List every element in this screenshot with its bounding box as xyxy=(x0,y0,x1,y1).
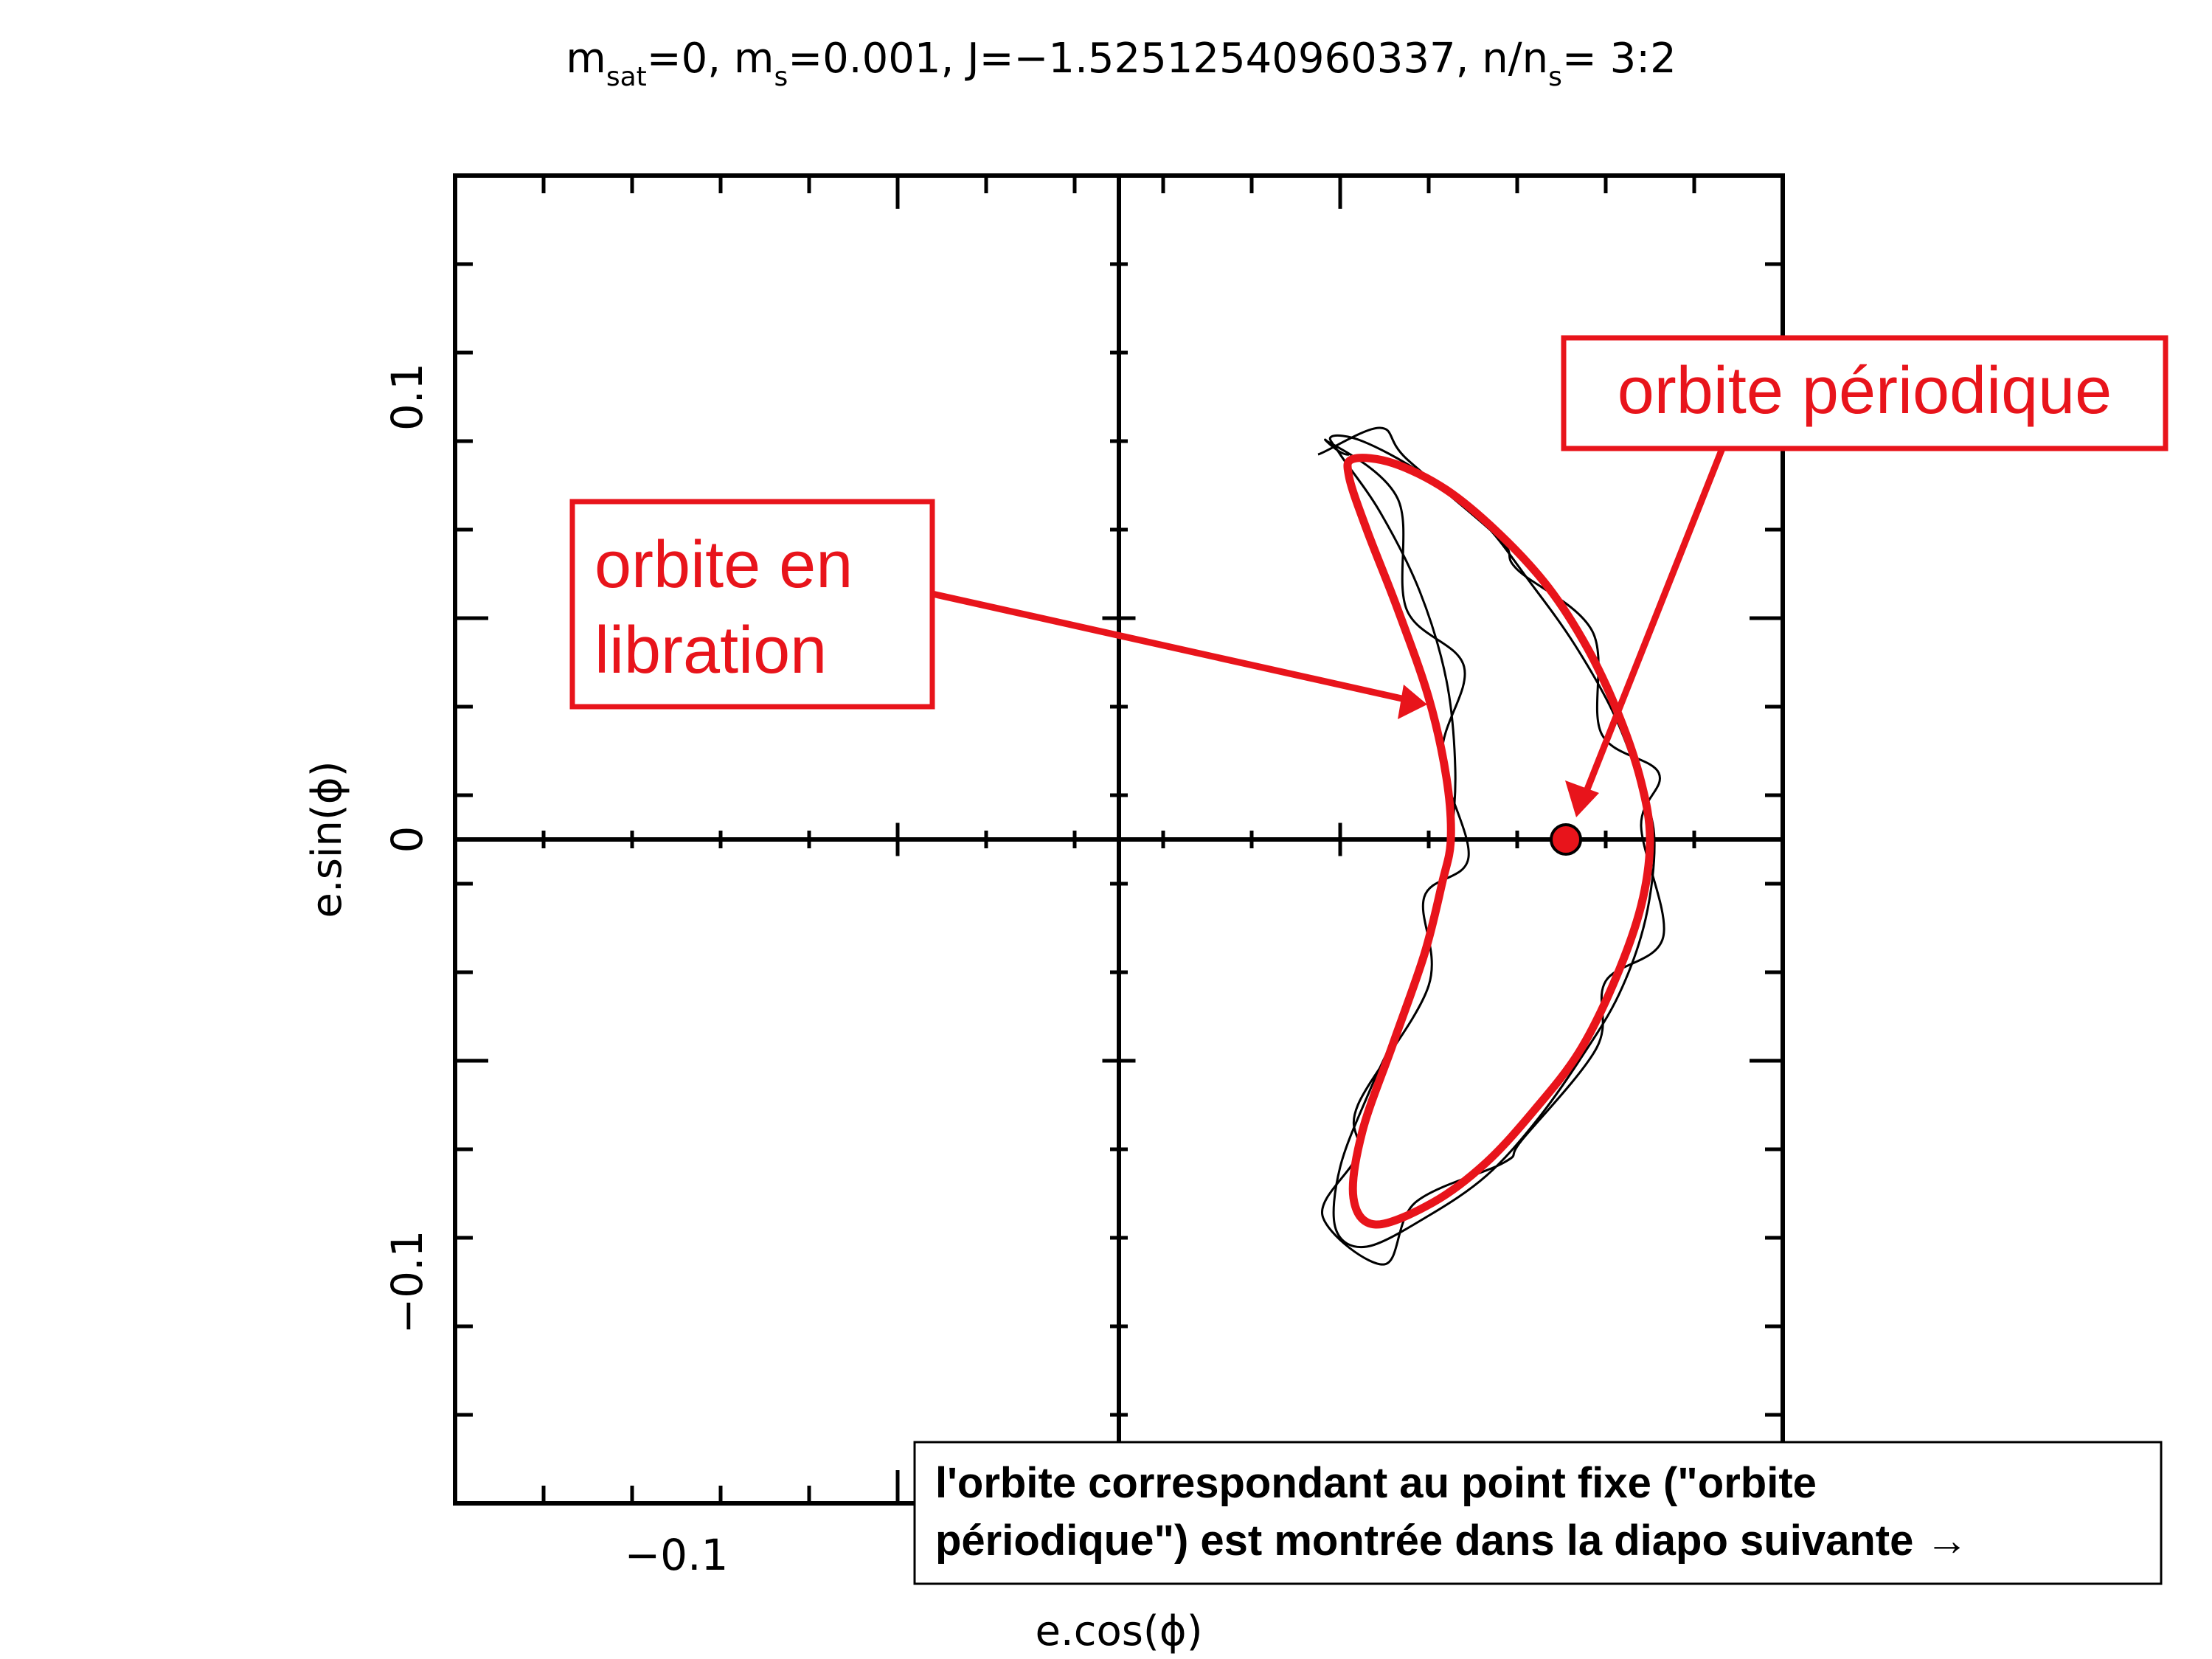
chart-title: msat=0, ms=0.001, J=−1.52512540960337, n… xyxy=(566,35,1677,92)
y-tick-label-0: 0 xyxy=(382,826,432,853)
libration-orbit-black xyxy=(1328,434,1656,1249)
periodic-label: orbite périodique xyxy=(1618,354,2112,428)
note-line2: périodique") est montrée dans la diapo s… xyxy=(935,1517,1968,1565)
note-box xyxy=(913,1441,2163,1585)
periodic-orbit-red xyxy=(1343,454,1654,1229)
y-axis-label: e.sin(ϕ) xyxy=(303,761,351,918)
periodic-arrow xyxy=(1581,447,1726,798)
note-line1: l'orbite correspondant au point fixe ("o… xyxy=(935,1459,1817,1507)
orbit-curves xyxy=(1317,426,1665,1266)
fixed-point-marker xyxy=(1550,823,1582,856)
y-tick-label-minus-0.1: −0.1 xyxy=(382,1230,432,1334)
libration-label-line2: libration xyxy=(594,614,827,688)
periodic-label-box xyxy=(1561,335,2168,451)
periodic-arrowhead xyxy=(1565,780,1599,817)
x-tick-label-minus-0.1: −0.1 xyxy=(625,1530,729,1580)
libration-arrowhead xyxy=(1398,685,1427,719)
y-tick-label-0.1: 0.1 xyxy=(382,363,432,431)
axis-ticks xyxy=(453,173,1785,1506)
libration-label-box xyxy=(569,499,935,710)
libration-arrow xyxy=(932,590,1406,703)
libration-label-line1: orbite en xyxy=(594,528,853,602)
libration-orbit-black-trace xyxy=(1317,426,1665,1266)
x-axis-label: e.cos(ϕ) xyxy=(1035,1607,1202,1655)
